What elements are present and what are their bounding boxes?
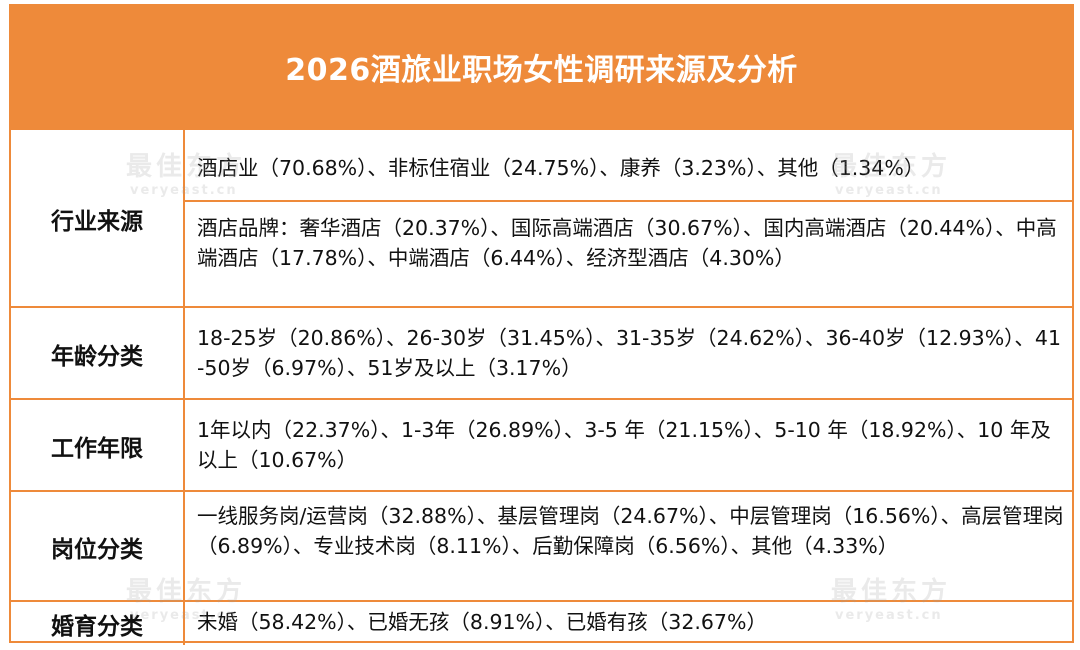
table-row-industry: 行业来源 酒店业（70.68%）、非标住宿业（24.75%）、康养（3.23%）… <box>11 128 1072 308</box>
row-label: 工作年限 <box>11 400 185 492</box>
row-label: 年龄分类 <box>11 308 185 400</box>
row-text: 酒店业（70.68%）、非标住宿业（24.75%）、康养（3.23%）、其他（1… <box>197 156 925 180</box>
table-row-age: 年龄分类 18-25岁（20.86%）、26-30岁（31.45%）、31-35… <box>11 306 1072 400</box>
page-title: 2026酒旅业职场女性调研来源及分析 <box>285 53 798 88</box>
row-content: 酒店业（70.68%）、非标住宿业（24.75%）、康养（3.23%）、其他（1… <box>185 130 1072 308</box>
row-label: 岗位分类 <box>11 492 185 602</box>
table-header: 2026酒旅业职场女性调研来源及分析 <box>11 6 1072 128</box>
row-content: 18-25岁（20.86%）、26-30岁（31.45%）、31-35岁（24.… <box>185 308 1072 400</box>
table-row-work-years: 工作年限 1年以内（22.37%）、1-3年（26.89%）、3-5 年（21.… <box>11 398 1072 492</box>
row-text: 酒店品牌：奢华酒店（20.37%）、国际高端酒店（30.67%）、国内高端酒店（… <box>197 216 1057 270</box>
row-text: 未婚（58.42%）、已婚无孩（8.91%）、已婚有孩（32.67%） <box>197 610 767 634</box>
table-row-marital: 婚育分类 未婚（58.42%）、已婚无孩（8.91%）、已婚有孩（32.67%） <box>11 600 1072 645</box>
sub-divider <box>185 200 1072 202</box>
row-content: 1年以内（22.37%）、1-3年（26.89%）、3-5 年（21.15%）、… <box>185 400 1072 492</box>
row-content: 一线服务岗/运营岗（32.88%）、基层管理岗（24.67%）、中层管理岗（16… <box>185 492 1072 602</box>
table-row-position: 岗位分类 一线服务岗/运营岗（32.88%）、基层管理岗（24.67%）、中层管… <box>11 490 1072 602</box>
survey-table: 2026酒旅业职场女性调研来源及分析 行业来源 酒店业（70.68%）、非标住宿… <box>9 4 1074 645</box>
row-content: 未婚（58.42%）、已婚无孩（8.91%）、已婚有孩（32.67%） <box>185 602 1072 645</box>
row-label: 行业来源 <box>11 130 185 308</box>
row-text: 一线服务岗/运营岗（32.88%）、基层管理岗（24.67%）、中层管理岗（16… <box>197 504 1064 558</box>
row-text: 18-25岁（20.86%）、26-30岁（31.45%）、31-35岁（24.… <box>197 326 1062 380</box>
row-text: 1年以内（22.37%）、1-3年（26.89%）、3-5 年（21.15%）、… <box>197 418 1051 472</box>
row-label: 婚育分类 <box>11 602 185 645</box>
